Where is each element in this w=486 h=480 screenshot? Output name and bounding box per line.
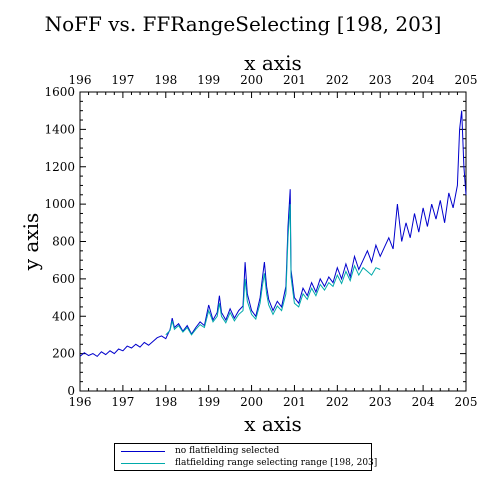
y-tick-label: 1200 [44,160,75,174]
x-tick-label-top: 197 [111,73,134,87]
legend: no flatfielding selected flatfielding ra… [114,443,377,471]
y-tick-label: 200 [52,347,75,361]
y-tick-label: 1400 [44,122,75,136]
x-tick-label-bottom: 201 [283,395,306,409]
legend-item-no-flatfielding: no flatfielding selected [115,445,371,457]
x-tick-label-top: 202 [326,73,349,87]
x-tick-label-bottom: 199 [197,395,220,409]
x-axis-label-bottom: x axis [244,412,302,436]
legend-swatch-no-flatfielding [121,451,165,452]
legend-label-flatfielding: flatfielding range selecting range [198,… [175,458,378,468]
y-axis-label: y axis [19,213,43,272]
series-line-0 [79,110,467,358]
y-tick-label: 1000 [44,197,75,211]
x-tick-label-top: 196 [69,73,92,87]
legend-swatch-flatfielding [121,463,165,464]
x-tick-label-bottom: 205 [455,395,478,409]
x-tick-label-top: 199 [197,73,220,87]
x-tick-label-bottom: 203 [369,395,392,409]
y-tick-label: 0 [67,384,75,398]
y-tick-label: 400 [52,309,75,323]
y-tick-label: 600 [52,272,75,286]
x-axis-label-top: x axis [244,51,302,75]
y-tick-label: 800 [52,235,75,249]
legend-item-flatfielding: flatfielding range selecting range [198,… [115,457,377,469]
x-tick-label-bottom: 198 [154,395,177,409]
y-tick-label: 1600 [44,85,75,99]
x-tick-label-top: 201 [283,73,306,87]
x-tick-label-bottom: 200 [240,395,263,409]
x-tick-label-bottom: 202 [326,395,349,409]
legend-label-no-flatfielding: no flatfielding selected [175,446,280,456]
x-tick-label-top: 200 [240,73,263,87]
series-line-1 [165,204,381,336]
x-tick-label-bottom: 204 [412,395,435,409]
chart-title: NoFF vs. FFRangeSelecting [198, 203] [44,12,442,36]
x-tick-label-top: 205 [455,73,478,87]
x-tick-label-top: 203 [369,73,392,87]
x-tick-label-bottom: 196 [69,395,92,409]
x-tick-label-bottom: 197 [111,395,134,409]
x-tick-label-top: 204 [412,73,435,87]
x-tick-label-top: 198 [154,73,177,87]
